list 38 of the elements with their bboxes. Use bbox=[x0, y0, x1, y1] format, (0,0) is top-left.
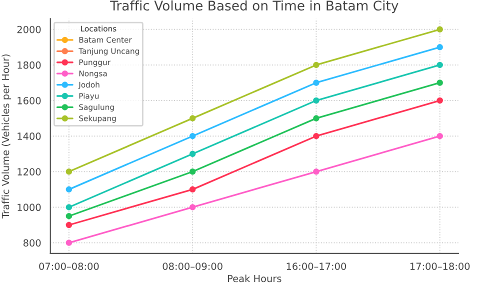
point bbox=[66, 168, 72, 175]
point bbox=[436, 80, 443, 86]
y-tick-label: 1200 bbox=[18, 168, 41, 176]
point bbox=[66, 240, 72, 246]
y-tick-label: 1400 bbox=[18, 132, 41, 140]
point bbox=[313, 168, 320, 175]
chart-title: Traffic Volume Based on Time in Batam City bbox=[110, 0, 398, 14]
point bbox=[189, 186, 196, 193]
x-axis-title: Peak Hours bbox=[228, 274, 282, 282]
point bbox=[436, 44, 443, 50]
x-tick-label: 16:00–17:00 bbox=[286, 262, 346, 270]
point bbox=[189, 204, 196, 210]
y-axis-title: Traffic Volume (Vehicles per Hour) bbox=[2, 54, 12, 219]
point bbox=[66, 186, 72, 193]
x-tick-label: 17:00–18:00 bbox=[410, 262, 470, 270]
y-tick-label: 800 bbox=[23, 239, 41, 247]
point bbox=[313, 80, 320, 86]
y-tick-label: 1000 bbox=[18, 204, 41, 212]
y-tick-label: 1800 bbox=[18, 61, 41, 69]
y-tick-label: 1600 bbox=[18, 96, 41, 104]
point bbox=[436, 97, 443, 104]
point bbox=[436, 26, 443, 33]
point bbox=[189, 168, 196, 175]
point bbox=[313, 115, 320, 122]
point bbox=[313, 62, 320, 68]
y-tick-label: 2000 bbox=[17, 26, 41, 34]
point bbox=[66, 212, 72, 220]
point bbox=[189, 150, 196, 157]
point bbox=[189, 115, 196, 122]
point bbox=[66, 204, 72, 210]
x-tick-label: 08:00–09:00 bbox=[162, 262, 222, 270]
point bbox=[189, 132, 196, 140]
point bbox=[313, 132, 320, 140]
point bbox=[436, 62, 443, 68]
point bbox=[313, 97, 320, 104]
point bbox=[436, 132, 443, 140]
point bbox=[66, 222, 72, 228]
x-tick-label: 07:00–08:00 bbox=[39, 262, 99, 270]
